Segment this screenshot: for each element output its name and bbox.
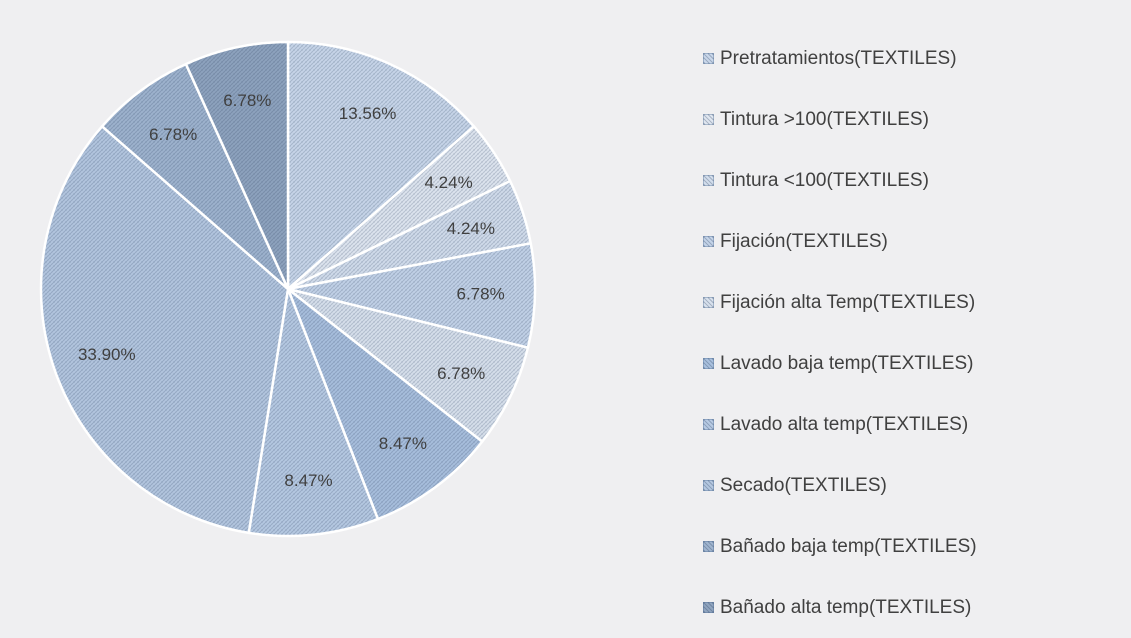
pie-slice-9 xyxy=(184,40,290,291)
legend-item: Tintura <100(TEXTILES) xyxy=(703,150,1123,211)
legend-swatch xyxy=(703,602,714,613)
legend-label: Lavado alta temp(TEXTILES) xyxy=(720,413,969,435)
legend-item: Lavado alta temp(TEXTILES) xyxy=(703,394,1123,455)
pie-slice-texture xyxy=(286,242,537,349)
legend-item: Fijación alta Temp(TEXTILES) xyxy=(703,272,1123,333)
chart-legend: Pretratamientos(TEXTILES) Tintura >100(TE… xyxy=(703,28,1123,638)
pie-data-labels: 13.56% 4.24% 4.24% 6.78% 6.78% 8.47% 8.47% 33.9… xyxy=(78,91,505,490)
slice-value-label: 6.78% xyxy=(437,364,485,383)
pie-slice-4 xyxy=(286,287,530,443)
pie-slice-7 xyxy=(39,125,290,535)
pie-slice-texture xyxy=(247,287,380,538)
legend-label: Bañado baja temp(TEXTILES) xyxy=(720,535,977,557)
legend-swatch xyxy=(703,236,714,247)
slice-value-label: 33.90% xyxy=(78,345,136,364)
legend-swatch xyxy=(703,297,714,308)
legend-swatch xyxy=(703,53,714,64)
legend-label: Tintura >100(TEXTILES) xyxy=(720,108,929,130)
pie-slice-texture xyxy=(184,40,290,291)
legend-label: Tintura <100(TEXTILES) xyxy=(720,169,929,191)
slice-value-label: 6.78% xyxy=(223,91,271,110)
pie-slice-8 xyxy=(100,62,290,291)
slice-value-label: 4.24% xyxy=(424,173,472,192)
pie-slice-5 xyxy=(286,287,484,521)
pie-slice-0 xyxy=(286,40,476,291)
legend-item: Tintura >100(TEXTILES) xyxy=(703,89,1123,150)
legend-swatch xyxy=(703,541,714,552)
pie-slice-6 xyxy=(247,287,380,538)
slice-value-label: 13.56% xyxy=(339,104,397,123)
pie-slice-3 xyxy=(286,242,537,349)
pie-slice-texture xyxy=(286,287,484,521)
legend-swatch xyxy=(703,358,714,369)
legend-item: Pretratamientos(TEXTILES) xyxy=(703,28,1123,89)
legend-item: Bañado alta temp(TEXTILES) xyxy=(703,577,1123,638)
legend-item: Lavado baja temp(TEXTILES) xyxy=(703,333,1123,394)
legend-swatch xyxy=(703,480,714,491)
slice-value-label: 6.78% xyxy=(149,125,197,144)
legend-label: Secado(TEXTILES) xyxy=(720,474,887,496)
pie-slice-texture xyxy=(286,287,530,443)
slice-value-label: 8.47% xyxy=(379,434,427,453)
legend-swatch xyxy=(703,175,714,186)
legend-swatch xyxy=(703,114,714,125)
pie-slice-texture xyxy=(100,62,290,291)
slice-value-label: 4.24% xyxy=(447,219,495,238)
legend-swatch xyxy=(703,419,714,430)
legend-label: Lavado baja temp(TEXTILES) xyxy=(720,352,974,374)
legend-item: Bañado baja temp(TEXTILES) xyxy=(703,516,1123,577)
legend-label: Bañado alta temp(TEXTILES) xyxy=(720,596,972,618)
slice-value-label: 8.47% xyxy=(284,471,332,490)
legend-label: Fijación(TEXTILES) xyxy=(720,230,888,252)
slice-value-label: 6.78% xyxy=(456,285,504,304)
legend-item: Fijación(TEXTILES) xyxy=(703,211,1123,272)
pie-slice-texture xyxy=(39,125,290,535)
pie-slice-texture xyxy=(286,40,476,291)
legend-label: Fijación alta Temp(TEXTILES) xyxy=(720,291,976,313)
legend-label: Pretratamientos(TEXTILES) xyxy=(720,47,957,69)
pie-slices xyxy=(39,40,537,538)
legend-item: Secado(TEXTILES) xyxy=(703,455,1123,516)
